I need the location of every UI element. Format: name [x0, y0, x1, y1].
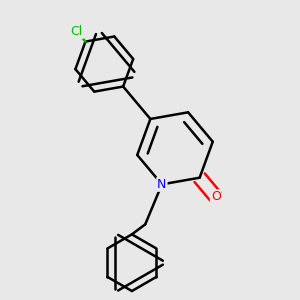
Text: N: N [157, 178, 167, 191]
Text: Cl: Cl [71, 25, 83, 38]
Text: O: O [211, 190, 220, 203]
